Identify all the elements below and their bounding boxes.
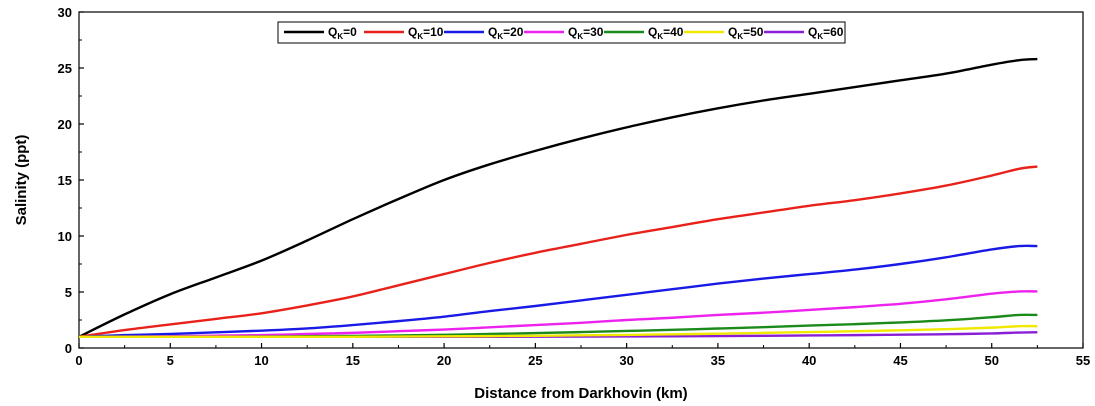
y-tick-label: 5 — [65, 285, 72, 300]
legend-label-3: QK=30 — [568, 25, 604, 41]
x-tick-label: 10 — [254, 353, 268, 368]
plot-frame — [78, 11, 1084, 349]
x-tick-label: 45 — [893, 353, 907, 368]
x-tick-label: 0 — [75, 353, 82, 368]
y-tick-label: 20 — [58, 117, 72, 132]
x-tick-label: 50 — [984, 353, 998, 368]
y-tick-label: 25 — [58, 61, 72, 76]
x-tick-label: 40 — [802, 353, 816, 368]
x-axis: 0 5 10 15 20 25 30 35 40 45 50 55 — [75, 343, 1090, 368]
x-tick-label: 25 — [528, 353, 542, 368]
y-axis-title: Salinity (ppt) — [13, 135, 30, 226]
legend-label-2: QK=20 — [488, 25, 524, 41]
x-tick-label: 5 — [167, 353, 174, 368]
x-tick-label: 55 — [1076, 353, 1090, 368]
series-line-3 — [78, 290, 1038, 338]
series-layer — [78, 57, 1038, 339]
legend-label-5: QK=50 — [728, 25, 764, 41]
series-line-1 — [78, 165, 1038, 338]
y-tick-label: 0 — [65, 341, 72, 356]
legend-label-4: QK=40 — [648, 25, 684, 41]
x-tick-label: 15 — [346, 353, 360, 368]
legend-label-6: QK=60 — [808, 25, 844, 41]
series-line-0 — [78, 57, 1038, 338]
plot-area: 0 5 10 15 20 25 30 35 40 45 50 55 0 5 10 15 20 25 30 — [58, 5, 1091, 368]
x-tick-label: 20 — [437, 353, 451, 368]
series-line-5 — [78, 324, 1038, 339]
x-tick-label: 30 — [619, 353, 633, 368]
legend-label-0: QK=0 — [328, 25, 357, 41]
legend: QK=0 QK=10 QK=20 QK=30 QK=40 QK=50 QK=60 — [277, 21, 846, 44]
x-axis-title: Distance from Darkhovin (km) — [474, 385, 687, 402]
y-tick-label: 15 — [58, 173, 72, 188]
series-line-2 — [78, 244, 1038, 338]
legend-label-1: QK=10 — [408, 25, 444, 41]
y-axis: 0 5 10 15 20 25 30 — [58, 5, 84, 356]
y-tick-label: 10 — [58, 229, 72, 244]
x-tick-label: 35 — [711, 353, 725, 368]
y-tick-label: 30 — [58, 5, 72, 20]
